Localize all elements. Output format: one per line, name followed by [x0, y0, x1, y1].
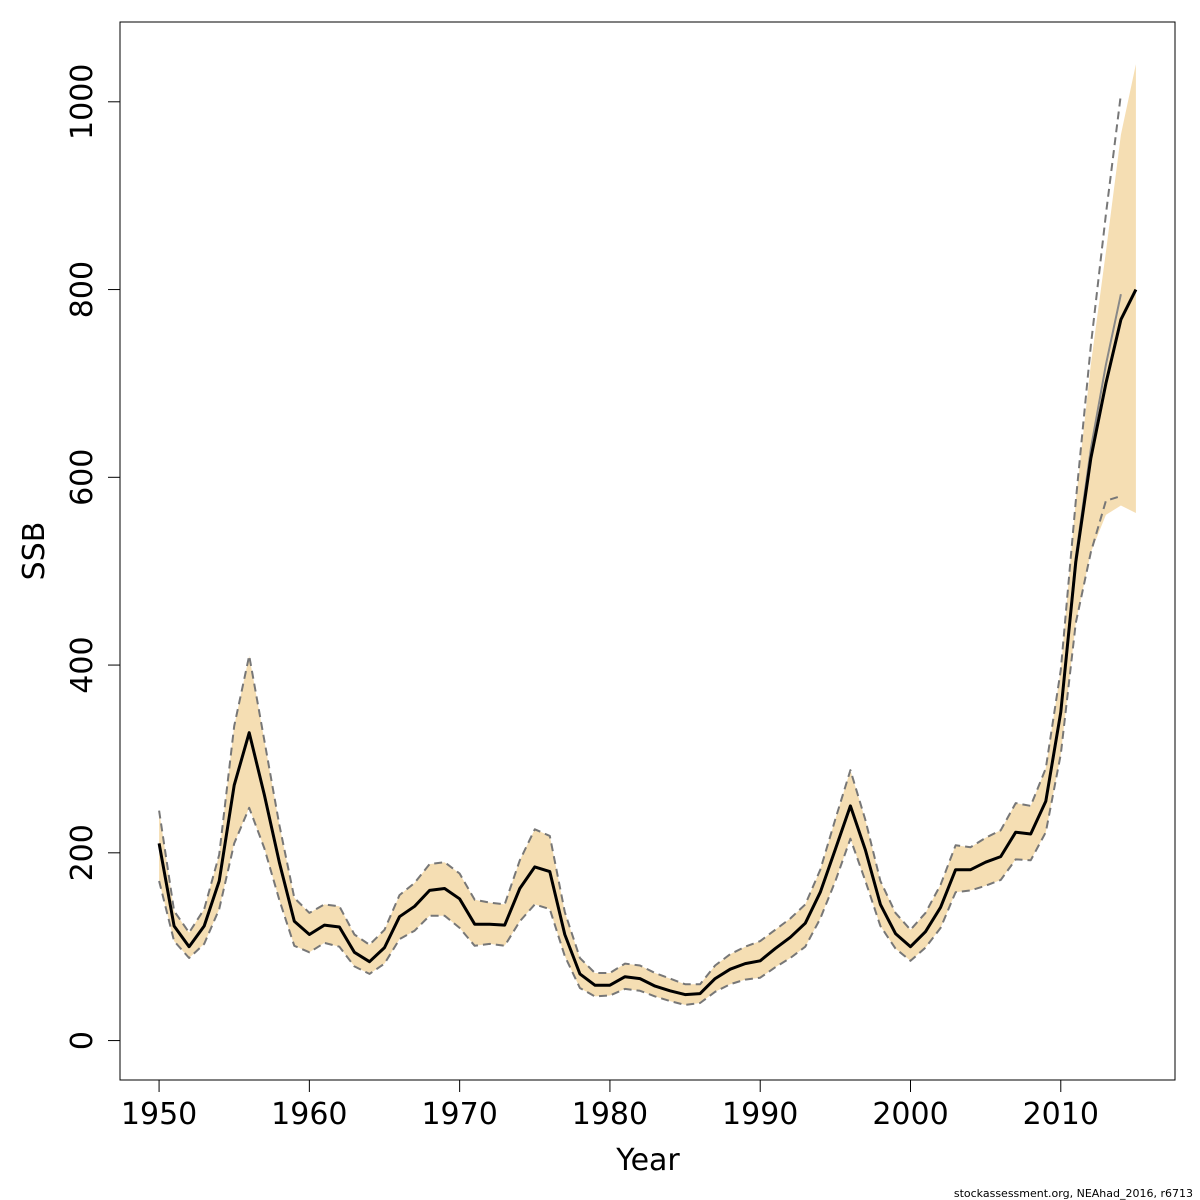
plot-area [157, 64, 1138, 1006]
credit-label: stockassessment.org, NEAhad_2016, r6713 [954, 1187, 1193, 1200]
y-tick-label: 800 [65, 261, 100, 318]
x-tick-label: 1980 [572, 1097, 648, 1132]
x-tick-label: 1990 [722, 1097, 798, 1132]
y-tick-label: 400 [65, 636, 100, 693]
x-tick-label: 2010 [1023, 1097, 1099, 1132]
x-axis: 1950 1960 1970 1980 1990 2000 2010 [121, 1079, 1099, 1132]
x-axis-title: Year [615, 1143, 680, 1178]
y-tick-label: 1000 [65, 64, 100, 140]
x-tick-label: 1950 [121, 1097, 197, 1132]
y-tick-label: 200 [65, 824, 100, 881]
x-tick-label: 1960 [271, 1097, 347, 1132]
y-tick-label: 600 [65, 449, 100, 506]
estimate-line [157, 288, 1138, 997]
y-axis-title: SSB [17, 522, 52, 581]
lower-bound-line [158, 495, 1122, 1006]
x-tick-label: 1970 [421, 1097, 497, 1132]
y-tick-label: 0 [65, 1031, 100, 1050]
x-tick-label: 2000 [872, 1097, 948, 1132]
y-axis: 0 200 400 600 800 1000 [65, 64, 121, 1050]
upper-bound-line [158, 94, 1122, 986]
